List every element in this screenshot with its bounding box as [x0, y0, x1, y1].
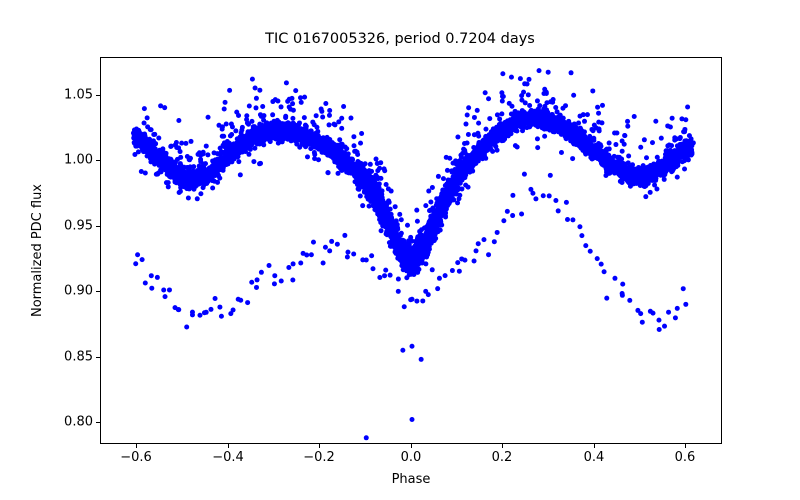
y-tick-label: 1.05 — [64, 87, 93, 103]
scatter-points — [101, 58, 723, 445]
x-tick-label: 0.2 — [491, 450, 513, 465]
x-tick-mark — [685, 444, 686, 448]
x-tick-label: 0.4 — [583, 450, 605, 465]
y-tick-label: 0.85 — [64, 349, 93, 365]
y-tick-mark — [96, 226, 100, 227]
y-tick-mark — [96, 422, 100, 423]
y-tick-mark — [96, 357, 100, 358]
x-tick-mark — [319, 444, 320, 448]
y-tick-label: 1.00 — [64, 152, 93, 168]
chart-title: TIC 0167005326, period 0.7204 days — [265, 31, 535, 47]
x-tick-mark — [228, 444, 229, 448]
x-tick-mark — [411, 444, 412, 448]
y-tick-label: 0.80 — [64, 414, 93, 430]
y-tick-label: 0.90 — [64, 283, 93, 299]
y-tick-mark — [96, 160, 100, 161]
y-tick-label: 0.95 — [64, 218, 93, 234]
x-axis-label: Phase — [391, 472, 431, 487]
y-tick-mark — [96, 291, 100, 292]
x-tick-mark — [502, 444, 503, 448]
plot-area — [100, 57, 723, 445]
x-tick-label: −0.6 — [120, 450, 152, 465]
y-axis-label: Normalized PDC flux — [30, 183, 45, 318]
x-tick-label: −0.2 — [303, 450, 335, 465]
x-tick-mark — [136, 444, 137, 448]
x-tick-label: −0.4 — [212, 450, 244, 465]
x-tick-mark — [594, 444, 595, 448]
x-tick-label: 0.6 — [674, 450, 696, 465]
x-tick-label: 0.0 — [400, 450, 422, 465]
y-tick-mark — [96, 95, 100, 96]
